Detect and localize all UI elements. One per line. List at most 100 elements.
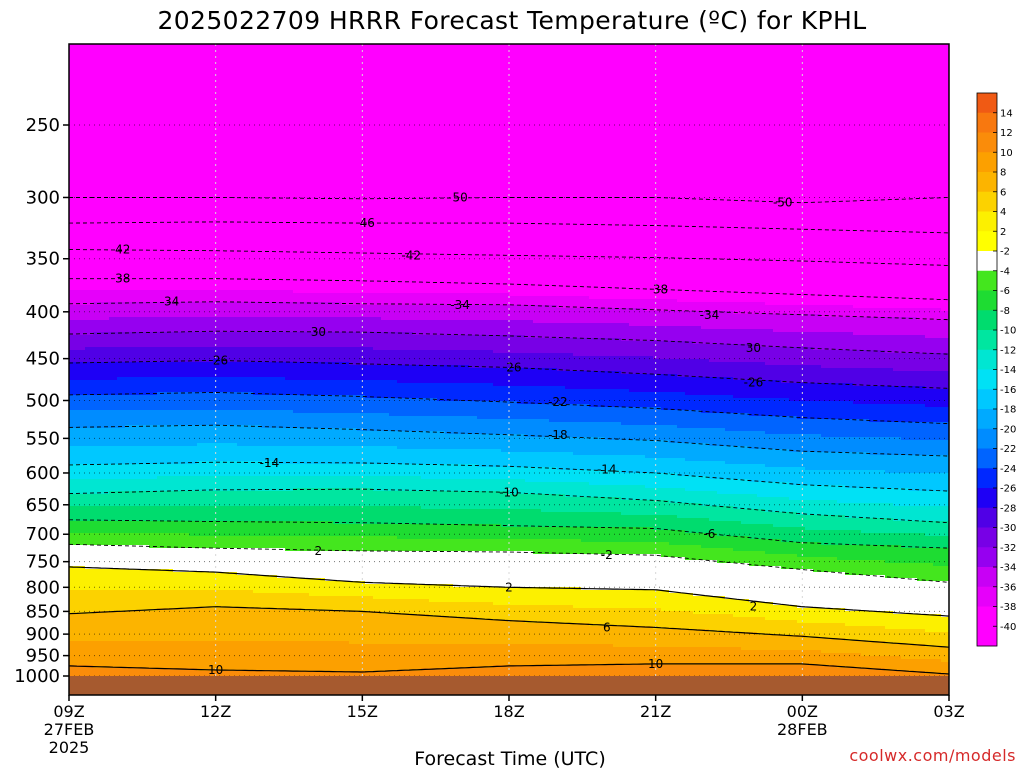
field-cell [189, 149, 198, 153]
field-cell [197, 452, 206, 456]
field-cell [165, 119, 174, 123]
field-cell [133, 272, 142, 276]
field-cell [173, 632, 182, 636]
field-cell [157, 497, 166, 501]
field-cell [117, 587, 126, 591]
field-cell [117, 350, 126, 354]
field-cell [77, 368, 86, 372]
field-cell [101, 533, 110, 537]
field-cell [109, 329, 118, 333]
field-cell [197, 215, 206, 219]
field-cell [109, 593, 118, 597]
field-cell [117, 449, 126, 453]
field-cell [149, 590, 158, 594]
field-cell [205, 575, 214, 579]
field-cell [197, 308, 206, 312]
field-cell [189, 449, 198, 453]
field-cell [93, 50, 102, 54]
field-cell [221, 560, 230, 564]
field-cell [157, 635, 166, 639]
field-cell [213, 212, 222, 216]
field-cell [85, 374, 94, 378]
field-cell [221, 179, 230, 183]
field-cell [173, 410, 182, 414]
field-cell [141, 74, 150, 78]
field-cell [133, 218, 142, 222]
field-cell [213, 434, 222, 438]
field-cell [221, 554, 230, 558]
field-cell [77, 281, 86, 285]
field-cell [117, 44, 126, 48]
field-cell [181, 524, 190, 528]
field-cell [173, 593, 182, 597]
field-cell [69, 392, 78, 396]
field-cell [189, 182, 198, 186]
field-cell [221, 398, 230, 402]
field-cell [109, 188, 118, 192]
field-cell [221, 392, 230, 396]
field-cell [205, 161, 214, 165]
field-cell [101, 434, 110, 438]
field-cell [165, 551, 174, 555]
field-cell [117, 368, 126, 372]
field-cell [157, 383, 166, 387]
field-cell [133, 275, 142, 279]
field-cell [141, 494, 150, 498]
field-cell [157, 596, 166, 600]
field-cell [221, 209, 230, 213]
field-cell [197, 359, 206, 363]
field-cell [173, 671, 182, 675]
field-cell [189, 155, 198, 159]
field-cell [205, 647, 214, 651]
field-cell [165, 419, 174, 423]
field-cell [197, 380, 206, 384]
field-cell [77, 488, 86, 492]
field-cell [205, 626, 214, 630]
field-cell [77, 92, 86, 96]
field-cell [85, 521, 94, 525]
field-cell [165, 659, 174, 663]
field-cell [125, 440, 134, 444]
field-cell [109, 617, 118, 621]
field-cell [165, 524, 174, 528]
field-cell [141, 566, 150, 570]
field-cell [117, 50, 126, 54]
field-cell [69, 149, 78, 153]
field-cell [101, 119, 110, 123]
field-cell [157, 572, 166, 576]
field-cell [117, 665, 126, 669]
field-cell [117, 83, 126, 87]
field-cell [93, 356, 102, 360]
field-cell [157, 254, 166, 258]
field-cell [77, 338, 86, 342]
field-cell [173, 272, 182, 276]
field-cell [101, 641, 110, 645]
field-cell [69, 146, 78, 150]
field-cell [109, 611, 118, 615]
field-cell [117, 599, 126, 603]
field-cell [101, 572, 110, 576]
field-cell [165, 149, 174, 153]
field-cell [69, 455, 78, 459]
field-cell [221, 449, 230, 453]
field-cell [173, 131, 182, 135]
field-cell [149, 206, 158, 210]
field-cell [181, 275, 190, 279]
field-cell [205, 425, 214, 429]
field-cell [205, 227, 214, 231]
field-cell [85, 251, 94, 255]
field-cell [221, 506, 230, 510]
field-cell [125, 287, 134, 291]
field-cell [197, 368, 206, 372]
field-cell [173, 356, 182, 360]
field-cell [77, 131, 86, 135]
field-cell [221, 572, 230, 576]
field-cell [93, 161, 102, 165]
field-cell [189, 131, 198, 135]
field-cell [109, 263, 118, 267]
field-cell [77, 500, 86, 504]
field-cell [125, 467, 134, 471]
field-cell [77, 380, 86, 384]
field-cell [149, 497, 158, 501]
field-cell [197, 518, 206, 522]
